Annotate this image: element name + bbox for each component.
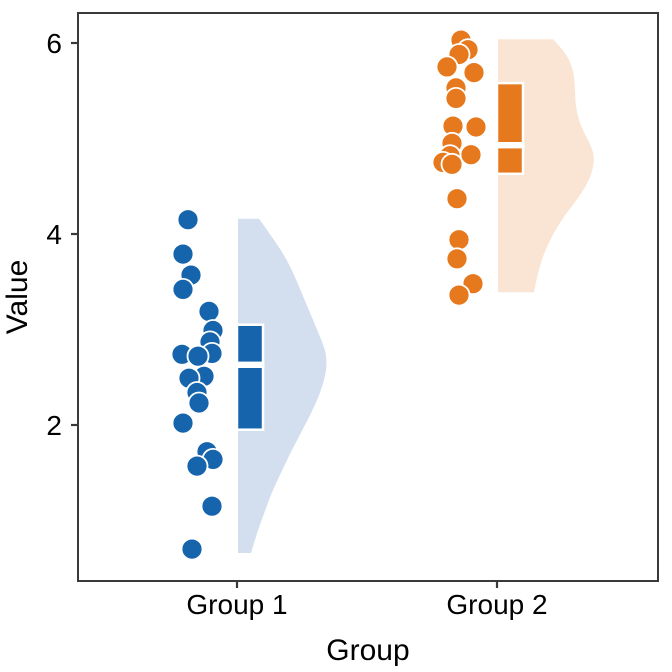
data-point-group-2 (440, 152, 464, 176)
data-point-group-1 (186, 344, 210, 368)
panel-border (77, 12, 659, 582)
data-point-group-1 (176, 208, 200, 232)
data-point-group-2 (447, 228, 471, 252)
data-point-group-1 (187, 391, 211, 415)
boxplot-group-1 (235, 323, 265, 431)
boxplot-group-2 (495, 81, 525, 176)
data-point-group-2 (445, 247, 469, 271)
data-point-group-2 (459, 143, 483, 167)
data-point-group-1 (200, 494, 224, 518)
y-tick-label: 6 (46, 28, 62, 59)
data-point-group-2 (445, 187, 469, 211)
data-point-group-1 (197, 299, 221, 323)
median-line-group-1 (235, 361, 265, 368)
y-tick-label: 2 (46, 410, 62, 441)
data-point-group-2 (447, 283, 471, 307)
data-point-group-2 (462, 61, 486, 84)
x-axis-title: Group (326, 634, 409, 667)
median-line-group-2 (495, 142, 525, 149)
data-point-group-2 (464, 115, 488, 139)
data-point-group-1 (171, 242, 195, 266)
half-violin-group-1 (238, 218, 327, 553)
data-point-group-1 (185, 454, 209, 478)
y-axis-title: Value (1, 260, 34, 335)
x-tick-label-group-2: Group 2 (446, 589, 547, 620)
y-tick-label: 4 (46, 219, 62, 250)
data-point-group-1 (171, 277, 195, 301)
data-point-group-2 (435, 55, 459, 79)
data-point-group-2 (444, 87, 468, 110)
data-point-group-1 (180, 537, 204, 561)
data-point-group-1 (171, 411, 195, 435)
x-tick-label-group-1: Group 1 (186, 589, 287, 620)
